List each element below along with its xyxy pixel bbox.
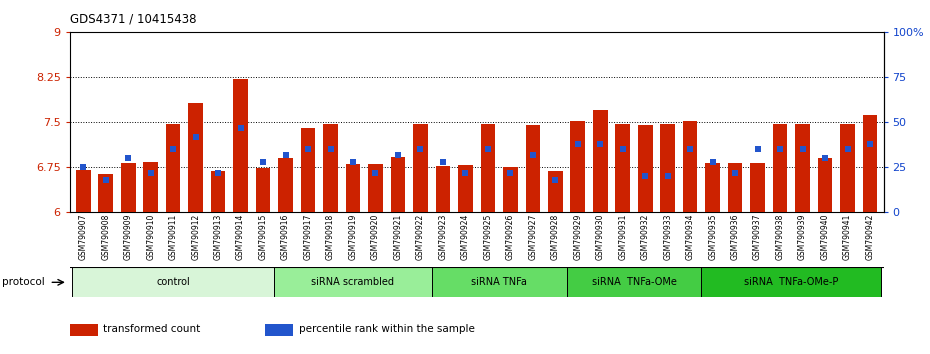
Bar (121, 163, 136, 212)
Bar (705, 163, 720, 212)
Bar (72, 267, 274, 297)
Bar (840, 124, 855, 212)
Point (368, 170, 383, 176)
Bar (278, 158, 293, 212)
Bar (481, 124, 495, 212)
Bar (256, 169, 271, 212)
Point (323, 147, 338, 152)
Bar (324, 124, 338, 212)
Point (705, 159, 720, 165)
Point (616, 147, 631, 152)
Point (99, 177, 113, 183)
Point (143, 170, 158, 176)
Text: control: control (156, 277, 190, 287)
Point (256, 159, 271, 165)
Text: siRNA TNFa: siRNA TNFa (472, 277, 527, 287)
Point (751, 147, 765, 152)
Point (548, 177, 563, 183)
Bar (616, 124, 630, 212)
Bar (99, 175, 113, 212)
Text: transformed count: transformed count (103, 324, 201, 334)
Point (773, 147, 788, 152)
Bar (211, 171, 225, 212)
Point (481, 147, 496, 152)
Point (862, 141, 877, 147)
Point (592, 141, 607, 147)
Bar (863, 115, 877, 212)
Bar (548, 171, 563, 212)
Bar (435, 166, 450, 212)
Bar (503, 167, 518, 212)
Point (660, 173, 675, 179)
Point (413, 147, 428, 152)
Point (840, 147, 855, 152)
Point (435, 159, 450, 165)
Bar (751, 163, 764, 212)
Point (76, 164, 91, 170)
Point (121, 155, 136, 161)
Bar (817, 158, 832, 212)
Bar (525, 125, 540, 212)
Bar (368, 164, 383, 212)
Point (525, 152, 540, 158)
Bar (701, 267, 882, 297)
Bar (570, 121, 585, 212)
Bar (166, 124, 180, 212)
Text: siRNA  TNFa-OMe-P: siRNA TNFa-OMe-P (744, 277, 839, 287)
Text: protocol: protocol (2, 277, 45, 287)
Bar (70, 324, 98, 336)
Bar (300, 128, 315, 212)
Bar (391, 157, 405, 212)
Bar (265, 324, 293, 336)
Bar (593, 110, 607, 212)
Bar (728, 163, 742, 212)
Text: GDS4371 / 10415438: GDS4371 / 10415438 (70, 12, 196, 25)
Bar (566, 267, 701, 297)
Bar (76, 170, 90, 212)
Bar (795, 124, 810, 212)
Bar (660, 124, 675, 212)
Bar (638, 125, 653, 212)
Bar (274, 267, 432, 297)
Bar (233, 79, 248, 212)
Point (278, 152, 293, 158)
Point (166, 147, 180, 152)
Text: siRNA  TNFa-OMe: siRNA TNFa-OMe (591, 277, 676, 287)
Point (391, 152, 405, 158)
Text: siRNA scrambled: siRNA scrambled (312, 277, 394, 287)
Bar (346, 164, 360, 212)
Bar (189, 103, 203, 212)
Point (727, 170, 742, 176)
Point (211, 170, 226, 176)
Bar (458, 165, 472, 212)
Bar (143, 162, 158, 212)
Bar (683, 121, 698, 212)
Point (458, 170, 472, 176)
Point (300, 147, 315, 152)
Bar (432, 267, 566, 297)
Point (570, 141, 585, 147)
Bar (413, 124, 428, 212)
Point (638, 173, 653, 179)
Point (188, 134, 203, 139)
Bar (773, 124, 788, 212)
Text: percentile rank within the sample: percentile rank within the sample (299, 324, 474, 334)
Point (817, 155, 832, 161)
Point (795, 147, 810, 152)
Point (683, 147, 698, 152)
Point (503, 170, 518, 176)
Point (233, 125, 248, 130)
Point (346, 159, 361, 165)
